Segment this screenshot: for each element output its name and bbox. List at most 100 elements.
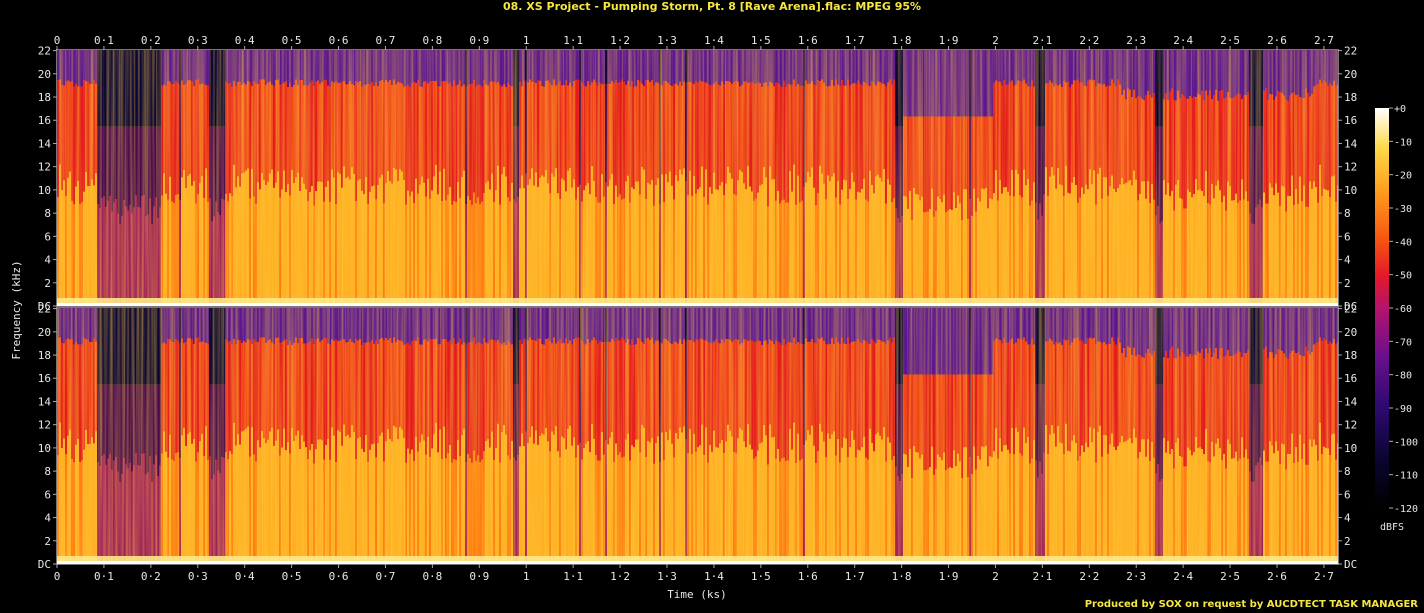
x-tick-label: 0·6 (329, 34, 349, 47)
y-tick-label: 8 (44, 207, 51, 220)
y-tick-label: 10 (38, 184, 51, 197)
y-tick-label: 8 (1344, 465, 1351, 478)
x-tick-label: 0·9 (469, 34, 489, 47)
x-tick-label: 2·1 (1032, 570, 1052, 583)
x-tick-label: 1·4 (704, 34, 724, 47)
x-tick-label: 0 (54, 570, 61, 583)
x-axis-top: 0 0·1 0·2 0·3 0·4 0·5 0·6 0·7 0·8 0·9 1 1·1 1·2 1·3 1·… (54, 34, 1334, 50)
x-tick-label: 0·3 (188, 570, 208, 583)
x-tick-label: 1·3 (657, 34, 677, 47)
x-tick-label: 1·9 (939, 34, 959, 47)
y-tick-label: 18 (38, 349, 51, 362)
y-tick-label: DC (38, 558, 51, 571)
x-tick-label: 1·6 (798, 34, 818, 47)
x-tick-label: 0·5 (282, 570, 302, 583)
y-tick-label: 16 (38, 114, 51, 127)
y-tick-label: 2 (44, 277, 51, 290)
colorbar-tick-label: -100 (1394, 437, 1418, 448)
spectrogram-channel-2 (56, 307, 1339, 565)
y-tick-label: 6 (1344, 488, 1351, 501)
colorbar-label: dBFS (1380, 522, 1404, 533)
x-tick-label: 2·7 (1314, 34, 1334, 47)
x-tick-label: 1·4 (704, 570, 724, 583)
y-tick-label: 2 (44, 535, 51, 548)
y-tick-label: 6 (44, 488, 51, 501)
y-tick-label: 22 (38, 303, 51, 316)
y-tick-label: 12 (38, 419, 51, 432)
colorbar-gradient (1375, 108, 1389, 508)
x-tick-label: 2·3 (1126, 570, 1146, 583)
y-tick-label: DC (38, 300, 51, 313)
x-tick-label: 0·5 (282, 34, 302, 47)
y-tick-label: 10 (1344, 442, 1357, 455)
spectrogram-dc-line (57, 303, 1338, 306)
x-tick-label: 2·3 (1126, 34, 1146, 47)
y-tick-label: 10 (38, 442, 51, 455)
colorbar-tick-label: -80 (1394, 371, 1412, 382)
y-tick-label: 4 (1344, 254, 1351, 267)
x-tick-label: 1·9 (939, 570, 959, 583)
colorbar-tick-label: -40 (1394, 237, 1412, 248)
x-tick-label: 2·4 (1173, 34, 1193, 47)
colorbar-tick-label: -70 (1394, 337, 1412, 348)
y-tick-label: 20 (1344, 326, 1357, 339)
x-tick-label: 2·5 (1220, 570, 1240, 583)
y-tick-label: DC (1344, 300, 1357, 313)
x-tick-label: 0·2 (141, 34, 161, 47)
y-tick-label: 22 (1344, 45, 1357, 58)
colorbar-tick-label: -60 (1394, 304, 1412, 315)
x-tick-label: 0·8 (422, 34, 442, 47)
y-tick-label: 18 (1344, 349, 1357, 362)
y-tick-label: 12 (1344, 419, 1357, 432)
x-tick-label: 1·2 (610, 34, 630, 47)
x-tick-label: 2·4 (1173, 570, 1193, 583)
x-tick-label: 0·7 (376, 34, 396, 47)
spectrogram-dc-band (57, 298, 1338, 306)
x-tick-label: 1·1 (563, 570, 583, 583)
colorbar: +0 -10 -20 -30 -40 -50 -60 -70 -80 -90 -100 -110 -12… (1375, 104, 1418, 533)
x-tick-label: 0·3 (188, 34, 208, 47)
y-tick-label: 16 (1344, 114, 1357, 127)
y-tick-label: 20 (38, 68, 51, 81)
x-tick-label: 0·4 (235, 570, 255, 583)
x-tick-label: 0·2 (141, 570, 161, 583)
colorbar-tick-label: +0 (1394, 104, 1406, 115)
x-tick-label: 1·7 (845, 34, 865, 47)
plot-frame (56, 307, 1339, 565)
y-tick-label: 4 (44, 512, 51, 525)
x-tick-label: 2·1 (1032, 34, 1052, 47)
y-tick-label: 14 (38, 137, 52, 150)
y-tick-label: 22 (38, 45, 51, 58)
x-tick-label: 2·2 (1079, 34, 1099, 47)
y-tick-label: 18 (1344, 91, 1357, 104)
x-tick-label: 2 (992, 34, 999, 47)
x-tick-label: 1·5 (751, 570, 771, 583)
plot-frame (56, 49, 1339, 307)
y-tick-label: 18 (38, 91, 51, 104)
y-tick-label: 2 (1344, 535, 1351, 548)
x-tick-label: 2·6 (1267, 570, 1287, 583)
x-tick-label: 1·7 (845, 570, 865, 583)
y-tick-label: 20 (38, 326, 51, 339)
y-tick-label: 20 (1344, 68, 1357, 81)
y-tick-label: 4 (44, 254, 51, 267)
x-tick-label: 1 (523, 34, 530, 47)
y-tick-label: 16 (1344, 372, 1357, 385)
x-tick-label: 1·6 (798, 570, 818, 583)
y-tick-label: 6 (1344, 230, 1351, 243)
x-tick-label: 2 (992, 570, 999, 583)
x-tick-label: 1·8 (892, 34, 912, 47)
colorbar-tick-label: -90 (1394, 404, 1412, 415)
y-tick-label: 14 (38, 395, 52, 408)
y-tick-label: 4 (1344, 512, 1351, 525)
spectrogram-texture (57, 50, 1338, 306)
x-tick-label: 2·7 (1314, 570, 1334, 583)
y-tick-label: DC (1344, 558, 1357, 571)
y-tick-label: 14 (1344, 395, 1358, 408)
colorbar-tick-label: -20 (1394, 171, 1412, 182)
y-tick-label: 22 (1344, 303, 1357, 316)
y-tick-label: 2 (1344, 277, 1351, 290)
x-tick-label: 0·9 (469, 570, 489, 583)
